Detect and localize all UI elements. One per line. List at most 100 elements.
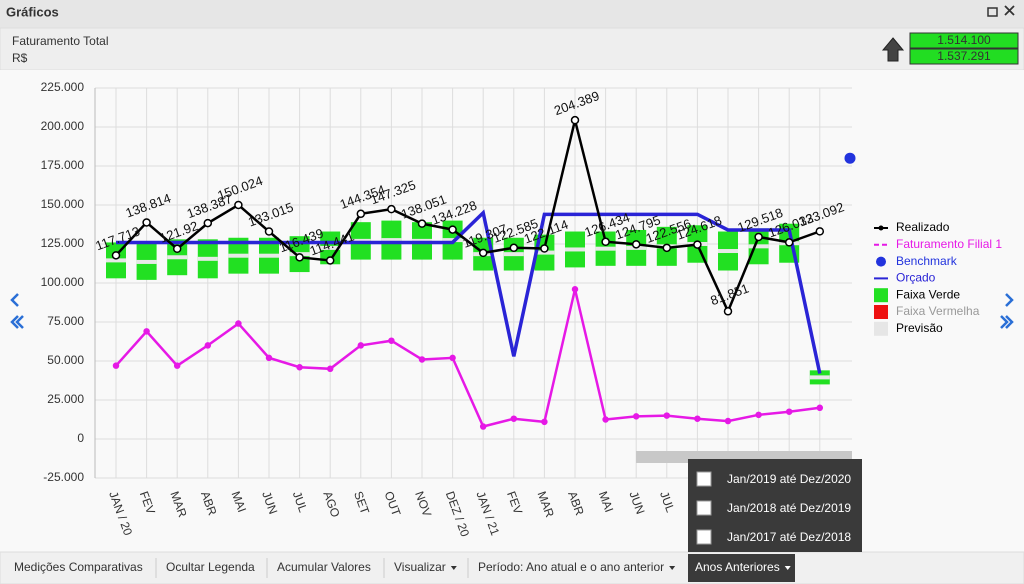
toolbar-button-active xyxy=(688,554,795,582)
range-mid xyxy=(503,252,524,257)
range-mid xyxy=(320,245,341,250)
total-value: 1.514.100 xyxy=(937,33,991,47)
data-point xyxy=(663,412,671,419)
legend-label[interactable]: Realizado xyxy=(896,220,950,234)
data-point xyxy=(509,243,519,253)
data-point xyxy=(417,219,427,228)
y-tick-label: 125.000 xyxy=(41,236,85,250)
data-point xyxy=(632,413,640,420)
window-title: Gráficos xyxy=(6,4,59,19)
legend-label[interactable]: Previsão xyxy=(896,321,943,335)
prev-arrow[interactable] xyxy=(10,293,19,307)
close-button[interactable] xyxy=(1004,5,1015,16)
data-point xyxy=(264,227,274,236)
toolbar-button[interactable]: Acumular Valores xyxy=(277,560,371,574)
data-point xyxy=(357,342,365,349)
legend-label[interactable]: Faixa Vermelha xyxy=(896,304,980,318)
data-point xyxy=(234,200,243,210)
toolbar-button[interactable]: Período: Ano atual e o ano anterior xyxy=(478,560,664,574)
data-point xyxy=(235,320,242,327)
y-tick-label: 75.000 xyxy=(47,314,84,328)
data-point xyxy=(540,244,549,253)
data-point xyxy=(631,240,641,249)
toolbar xyxy=(0,551,1024,584)
data-point xyxy=(203,218,213,228)
data-point xyxy=(571,285,579,293)
data-point xyxy=(479,423,487,430)
data-point xyxy=(754,232,763,242)
data-point xyxy=(694,415,701,422)
data-point xyxy=(356,209,366,219)
range-mid xyxy=(381,238,402,243)
dropdown-option[interactable]: Jan/2019 até Dez/2020 xyxy=(727,472,851,486)
data-point xyxy=(143,328,150,335)
total-box xyxy=(909,32,1019,49)
legend-label[interactable]: Faturamento Filial 1 xyxy=(896,237,1002,251)
checkbox[interactable] xyxy=(696,500,712,516)
toolbar-button[interactable]: Visualizar xyxy=(394,560,446,574)
metric-name: Faturamento Total xyxy=(12,34,109,48)
series-line xyxy=(115,119,821,315)
legend-symbol xyxy=(878,225,884,231)
data-point xyxy=(724,417,732,425)
data-point xyxy=(325,256,335,265)
data-point xyxy=(388,337,395,344)
legend-label[interactable]: Faixa Verde xyxy=(896,287,960,301)
data-point xyxy=(815,227,825,236)
y-tick-label: 175.000 xyxy=(41,158,85,172)
trend-up-icon xyxy=(881,37,905,62)
range-mid xyxy=(106,258,126,263)
data-point xyxy=(510,415,518,422)
legend-label[interactable]: Benchmark xyxy=(896,254,958,268)
data-point xyxy=(295,253,304,262)
legend-label[interactable]: Orçado xyxy=(896,271,936,285)
metric-unit: R$ xyxy=(12,51,28,65)
data-point xyxy=(478,248,488,258)
data-point xyxy=(296,363,303,371)
data-point xyxy=(418,356,426,363)
data-point xyxy=(204,342,212,349)
data-point xyxy=(602,416,609,423)
dropdown-option[interactable]: Jan/2017 até Dez/2018 xyxy=(727,530,851,544)
data-point xyxy=(723,307,733,316)
y-tick-label: 150.000 xyxy=(41,197,85,211)
data-point xyxy=(755,411,762,419)
data-point xyxy=(662,243,672,253)
legend-symbol xyxy=(874,321,888,336)
range-mid xyxy=(228,253,249,258)
series-line xyxy=(116,209,822,374)
data-point xyxy=(448,225,457,234)
data-point xyxy=(785,408,793,415)
y-tick-label: 200.000 xyxy=(41,119,85,133)
legend-symbol xyxy=(876,256,886,267)
dropdown-caret xyxy=(784,566,791,570)
last-arrow[interactable] xyxy=(1000,315,1014,329)
checkbox[interactable] xyxy=(696,529,712,545)
legend-symbol xyxy=(874,288,888,303)
y-tick-label: 225.000 xyxy=(41,80,85,94)
data-point xyxy=(265,354,273,362)
y-tick-label: 50.000 xyxy=(47,353,84,367)
dropdown-menu xyxy=(688,459,862,552)
range-mid xyxy=(167,255,188,260)
range-mid xyxy=(565,247,585,252)
dropdown-caret xyxy=(669,566,676,570)
maximize-button[interactable] xyxy=(987,7,998,17)
checkbox[interactable] xyxy=(696,471,712,487)
range-mid xyxy=(197,256,218,261)
next-arrow[interactable] xyxy=(1005,293,1014,307)
data-point xyxy=(172,244,182,254)
toolbar-button[interactable]: Anos Anteriores xyxy=(695,560,780,574)
range-mid xyxy=(595,246,616,251)
first-arrow[interactable] xyxy=(10,315,24,329)
x-tick-label: JUL xyxy=(657,489,678,514)
y-tick-label: 100.000 xyxy=(41,275,85,289)
y-tick-label: 25.000 xyxy=(47,392,84,406)
toolbar-button[interactable]: Medições Comparativas xyxy=(14,560,143,574)
total-value: 1.537.291 xyxy=(937,49,991,63)
toolbar-button[interactable]: Ocultar Legenda xyxy=(166,560,255,574)
dropdown-caret xyxy=(450,566,457,570)
dropdown-option[interactable]: Jan/2018 até Dez/2019 xyxy=(727,501,851,515)
